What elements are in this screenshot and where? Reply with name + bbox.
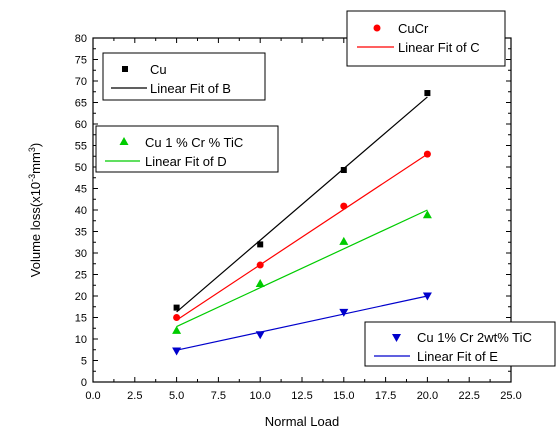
x-tick-label: 2.5 <box>127 390 142 402</box>
data-point-square <box>173 304 180 311</box>
y-tick-label: 35 <box>75 227 87 239</box>
data-point-circle <box>423 150 431 158</box>
legend-marker-circle <box>373 24 381 32</box>
x-tick-label: 17.5 <box>375 390 396 402</box>
data-point-triangle-up <box>172 325 182 334</box>
data-point-triangle-down <box>422 292 432 301</box>
data-point-triangle-up <box>422 210 432 219</box>
legend-label: Cu 1% Cr 2wt% TiC <box>417 330 532 345</box>
legend-cu-cr-tic: Cu 1 % Cr % TiC Linear Fit of D <box>95 125 279 173</box>
y-tick-label: 60 <box>75 119 87 131</box>
x-tick-label: 12.5 <box>291 390 312 402</box>
data-point-triangle-down <box>172 347 182 356</box>
y-tick-label: 80 <box>75 33 87 45</box>
legend-fit-label: Linear Fit of E <box>417 349 498 364</box>
y-axis-label: Volume loss(x10-3mm3) <box>27 143 43 277</box>
fit-lines <box>176 96 428 351</box>
legend-fit-label: Linear Fit of B <box>150 81 231 96</box>
y-tick-label: 75 <box>75 55 87 67</box>
fit-line <box>176 96 428 313</box>
legend-cu-cr-2wt-tic: Cu 1% Cr 2wt% TiC Linear Fit of E <box>364 321 556 367</box>
data-point-square <box>424 90 431 97</box>
y-tick-label: 55 <box>75 141 87 153</box>
fit-line <box>176 295 428 351</box>
data-point-circle <box>340 202 348 210</box>
x-tick-label: 15.0 <box>333 390 354 402</box>
x-tick-label: 7.5 <box>211 390 226 402</box>
y-tick-label: 10 <box>75 334 87 346</box>
legend-marker-triangle-down <box>392 334 401 342</box>
data-point-triangle-up <box>255 279 265 288</box>
legend-box <box>364 321 556 367</box>
data-point-circle <box>256 261 264 269</box>
data-point-circle <box>173 314 181 321</box>
x-tick-label: 5.0 <box>169 390 184 402</box>
data-point-triangle-up <box>339 236 349 245</box>
y-tick-label: 20 <box>75 291 87 303</box>
y-tick-label: 40 <box>75 205 87 217</box>
legend-fit-label: Linear Fit of D <box>145 154 227 169</box>
legend-box <box>346 10 506 67</box>
legend-marker-triangle-up <box>119 137 129 145</box>
y-tick-label: 5 <box>81 356 87 368</box>
data-point-triangle-down <box>255 331 265 340</box>
legend-box <box>102 52 266 101</box>
legend-cucr: CuCr Linear Fit of C <box>346 10 506 67</box>
legend-box <box>95 125 279 173</box>
x-tick-label: 20.0 <box>417 390 438 402</box>
data-point-triangle-down <box>339 308 349 317</box>
y-tick-label: 70 <box>75 76 87 88</box>
y-tick-label: 50 <box>75 162 87 174</box>
data-point-square <box>340 167 347 174</box>
x-tick-label: 10.0 <box>249 390 270 402</box>
legend-label: Cu <box>150 62 167 77</box>
data-point-square <box>257 241 264 248</box>
y-tick-label: 0 <box>81 377 87 389</box>
legend-fit-label: Linear Fit of C <box>398 40 480 55</box>
y-tick-label: 65 <box>75 98 87 110</box>
legend-marker-square <box>122 66 128 72</box>
x-axis-label: Normal Load <box>265 414 339 429</box>
y-tick-label: 15 <box>75 313 87 325</box>
x-tick-label: 0.0 <box>85 390 100 402</box>
y-tick-label: 45 <box>75 184 87 196</box>
legend-label: Cu 1 % Cr % TiC <box>145 135 243 150</box>
y-tick-label: 30 <box>75 248 87 260</box>
x-tick-label: 25.0 <box>500 390 521 402</box>
x-tick-label: 22.5 <box>458 390 479 402</box>
legend-cu: Cu Linear Fit of B <box>102 52 266 101</box>
data-points <box>172 90 432 356</box>
y-tick-label: 25 <box>75 270 87 282</box>
fit-line <box>176 153 428 321</box>
legend-label: CuCr <box>398 21 429 36</box>
fit-line <box>176 209 428 328</box>
